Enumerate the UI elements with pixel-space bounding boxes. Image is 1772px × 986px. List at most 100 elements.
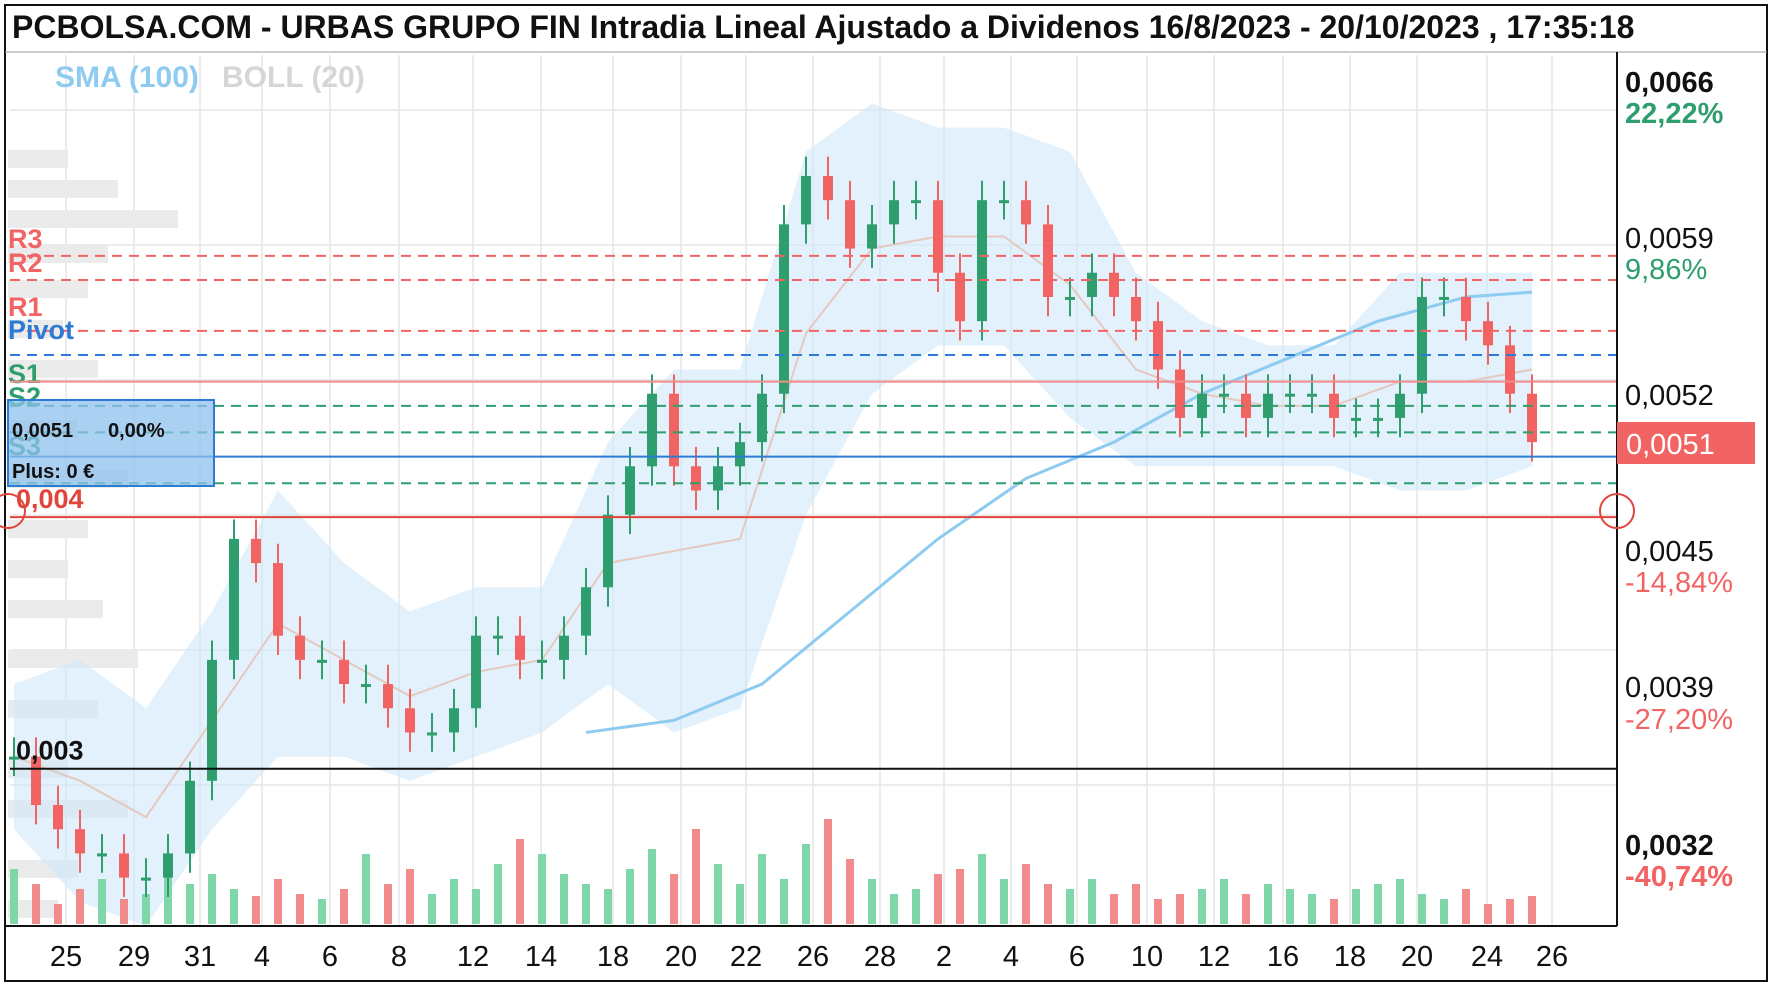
candle-body (1439, 296, 1449, 300)
volume-bar (692, 829, 700, 924)
volume-bar (1462, 889, 1470, 924)
volume-bar (626, 869, 634, 924)
candle-body (31, 756, 41, 806)
x-tick-label: 28 (864, 941, 896, 973)
candle-body (1021, 200, 1031, 225)
candle-body (1527, 393, 1537, 443)
candle-body (427, 732, 437, 736)
x-tick-label: 4 (254, 941, 270, 973)
candle-body (1483, 321, 1493, 346)
candle-body (229, 538, 239, 660)
y-tick-label: 0,0066 (1625, 67, 1714, 99)
volume-profile-block (8, 210, 178, 228)
candle-body (251, 538, 261, 564)
volume-bar (758, 854, 766, 924)
candle-body (1417, 296, 1427, 394)
level-label-r3: R3 (8, 224, 43, 254)
volume-bar (472, 889, 480, 924)
volume-bar (1440, 899, 1448, 924)
volume-profile-block (8, 280, 88, 298)
legend-sma[interactable]: SMA (100) (55, 61, 199, 94)
volume-bar (274, 879, 282, 924)
candle-body (185, 780, 195, 854)
candle-body (141, 877, 151, 881)
y-tick-label: 0,0052 (1625, 380, 1714, 412)
x-tick-label: 2 (936, 941, 952, 973)
candle-body (1043, 224, 1053, 297)
volume-bar (516, 839, 524, 924)
x-tick-label: 12 (457, 941, 489, 973)
volume-bar (252, 896, 260, 924)
volume-bar (1528, 896, 1536, 924)
candle-body (559, 635, 569, 660)
volume-profile-block (8, 245, 108, 263)
volume-bar (714, 864, 722, 924)
bollinger-band-area (14, 103, 1532, 926)
info-plus: Plus: 0 € (12, 461, 94, 483)
candle-body (163, 853, 173, 878)
volume-bar (560, 874, 568, 924)
volume-bar (1088, 879, 1096, 924)
candle-body (889, 200, 899, 225)
volume-bar (1154, 899, 1162, 924)
volume-bar (582, 884, 590, 924)
volume-bar (1022, 864, 1030, 924)
volume-bar (978, 854, 986, 924)
x-tick-label: 26 (797, 941, 829, 973)
y-tick-percent: 9,86% (1625, 254, 1707, 286)
candle-body (735, 442, 745, 467)
x-tick-label: 4 (1003, 941, 1019, 973)
candle-body (1131, 296, 1141, 322)
y-tick-percent: -27,20% (1625, 704, 1733, 736)
volume-bar (736, 884, 744, 924)
candle-body (75, 829, 85, 854)
candle-body (1395, 393, 1405, 418)
x-tick-label: 24 (1471, 941, 1503, 973)
volume-profile-block (8, 360, 98, 378)
target-circle-right[interactable] (1599, 493, 1635, 529)
candle-body (9, 756, 19, 760)
candle-body (1285, 393, 1295, 397)
candle-body (823, 175, 833, 201)
volume-bar (934, 874, 942, 924)
volume-profile-block (8, 600, 103, 618)
bollinger-band (13, 103, 1533, 926)
candle-body (361, 684, 371, 688)
volume-bar (1132, 884, 1140, 924)
candle-body (647, 393, 657, 467)
volume-bar (384, 884, 392, 924)
volume-bar (1000, 879, 1008, 924)
volume-bar (450, 879, 458, 924)
candle-body (581, 587, 591, 636)
volume-bar (780, 879, 788, 924)
volume-bar (846, 859, 854, 924)
candle-body (911, 200, 921, 204)
x-tick-label: 12 (1198, 941, 1230, 973)
candle-body (119, 853, 129, 878)
x-tick-label: 26 (1536, 941, 1568, 973)
target-circle-left[interactable] (0, 493, 26, 529)
legend-boll[interactable]: BOLL (20) (222, 61, 365, 94)
candle-body (713, 466, 723, 491)
volume-bar (406, 869, 414, 924)
volume-bar (802, 844, 810, 924)
candle-body (933, 200, 943, 273)
candle-body (691, 466, 701, 491)
candle-body (867, 224, 877, 249)
candle-body (53, 805, 63, 830)
volume-bar (1396, 879, 1404, 924)
x-tick-label: 18 (597, 941, 629, 973)
volume-bar (1484, 904, 1492, 924)
info-change: 0,00% (108, 420, 165, 442)
y-tick-label: 0,0045 (1625, 536, 1714, 568)
candle-body (1351, 417, 1361, 421)
candle-body (801, 175, 811, 225)
last-price-label: 0,0051 (1626, 429, 1715, 461)
line-0004-label: 0,004 (16, 484, 84, 514)
volume-bar (648, 849, 656, 924)
info-box (7, 399, 215, 487)
candle-body (999, 200, 1009, 204)
x-tick-label: 18 (1334, 941, 1366, 973)
